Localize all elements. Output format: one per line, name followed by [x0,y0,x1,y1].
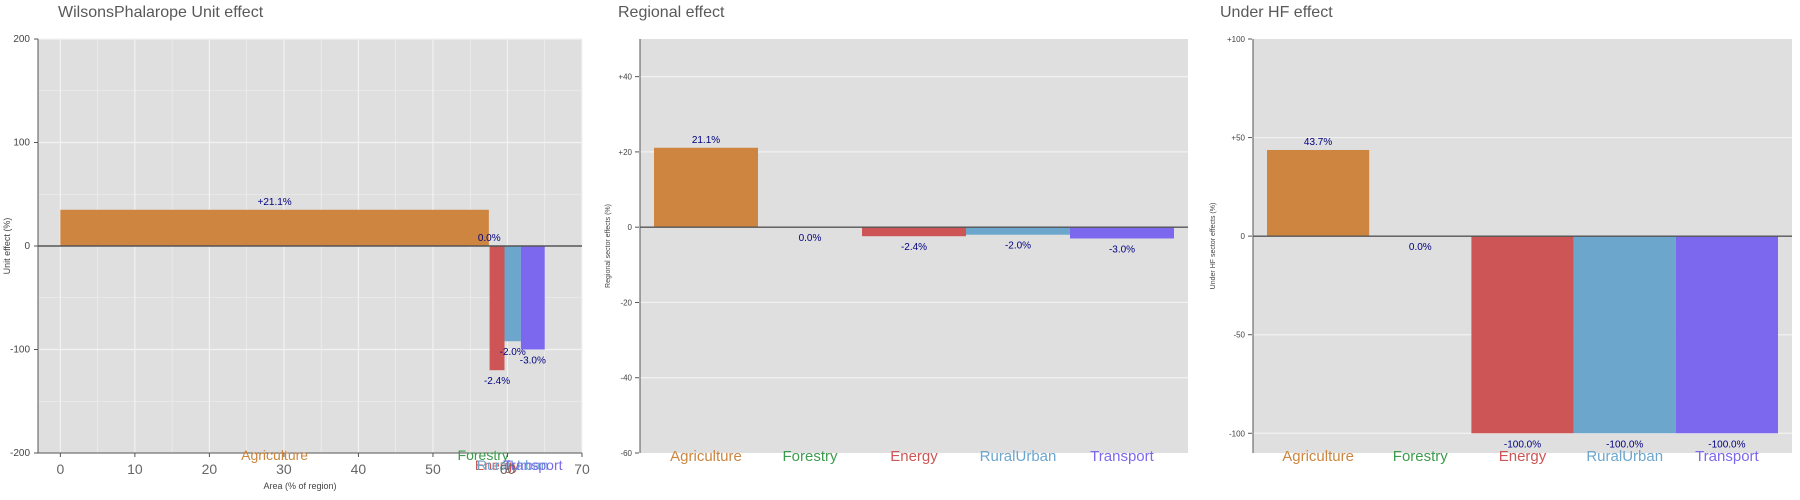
category-label: Energy [1499,448,1547,465]
bar-value-label: -2.4% [484,376,510,387]
bar-value-label: 21.1% [692,135,720,146]
y-tick-label: -100 [1229,429,1246,438]
y-tick-label: +40 [618,73,632,82]
bar-value-label: 0.0% [799,233,822,244]
bar-value-label: -2.0% [1005,241,1031,252]
category-label: Forestry [782,448,838,465]
unit-effect-chart: +21.1% 0.0% -2.4% -2.0%-3.0% Agriculture Fore… [2,34,590,491]
x-tick-label: 20 [202,461,218,477]
x-tick-label: 70 [574,461,590,477]
category-label: Agriculture [1282,448,1354,465]
y-tick-label: -50 [1233,331,1245,340]
plot-background [640,39,1188,453]
bar-energy [1471,236,1574,434]
y-tick-label: +50 [1231,134,1245,143]
category-label: Agriculture [241,447,308,463]
bar-ruralurban [1573,236,1676,434]
category-label: RuralUrban [1586,448,1663,465]
y-tick-label: -200 [10,448,30,459]
bar-value-label: +21.1% [258,197,292,208]
bar-ruralurban [504,246,521,342]
y-tick-label: -60 [620,449,632,458]
x-tick-label: 30 [276,461,292,477]
bar-value-label: -2.4% [901,242,927,253]
category-label: Transport [1090,448,1154,465]
y-axis-label: Regional sector effects (%) [605,204,612,288]
bar-energy [489,246,505,371]
bar-ruralurban [966,227,1070,235]
y-tick-label: 200 [13,34,30,45]
x-tick-label: 40 [351,461,367,477]
bar-agriculture [1267,149,1370,237]
bar-value-label: -3.0% [520,356,546,367]
y-tick-label: 0 [628,223,633,232]
y-tick-label: -100 [10,345,30,356]
category-label: RuralUrban [980,448,1057,465]
category-label: RuralUrban [477,457,549,473]
bar-transport [1070,227,1174,239]
bar-value-label: 0.0% [478,233,501,244]
bar-energy [862,227,966,237]
bar-transport [520,246,545,350]
category-label: Energy [475,457,519,473]
bar-value-label: -100.0% [1504,439,1541,450]
bar-transport [1675,236,1778,434]
y-tick-label: 0 [1241,232,1246,241]
category-label: Forestry [1393,448,1449,465]
y-axis-label: Unit effect (%) [2,218,12,275]
chart-title: WilsonsPhalarope Unit effect [58,4,264,21]
y-tick-label: +100 [1227,35,1246,44]
y-tick-label: -40 [620,374,632,383]
unit-effect-panel: WilsonsPhalarope Unit effect +21.1% 0.0% -… [0,0,600,500]
bar-value-label: 43.7% [1304,137,1332,148]
y-tick-label: -20 [620,298,632,307]
y-tick-label: +20 [618,148,632,157]
category-label: Forestry [458,447,509,463]
category-label: Transport [503,457,563,473]
bar-value-label: 0.0% [1409,242,1432,253]
chart-title: Under HF effect [1220,4,1333,21]
chart-title: Regional effect [618,4,725,21]
category-label: Energy [890,448,938,465]
under-hf-effect-chart: 43.7%Agriculture0.0%Forestry-100.0%Energ… [1210,35,1792,465]
bar-value-label: -100.0% [1606,439,1643,450]
regional-effect-chart: 21.1% Agriculture 0.0% Forestry -2.4% Energy -… [605,39,1188,465]
category-label: Transport [1695,448,1759,465]
x-tick-label: 0 [56,461,64,477]
regional-effect-panel: Regional effect 21.1% Agriculture 0.0% Fore… [600,0,1200,500]
x-tick-label: 50 [425,461,441,477]
bar-value-label: -3.0% [1109,244,1135,255]
bar-agriculture [654,147,758,228]
x-tick-label: 10 [127,461,143,477]
under-hf-effect-panel: Under HF effect 43.7% Agriculture 0.0% Fore… [1200,0,1800,500]
x-axis-label: Area (% of region) [263,481,336,491]
y-tick-label: 100 [13,138,30,149]
y-axis-label: Under HF sector effects (%) [1210,203,1217,290]
bar-value-label: -2.0% [500,347,526,358]
bar-agriculture [60,209,489,246]
category-label: Agriculture [670,448,742,465]
y-tick-label: 0 [24,241,30,252]
x-tick-label: 60 [500,461,516,477]
bar-value-label: -100.0% [1708,439,1745,450]
